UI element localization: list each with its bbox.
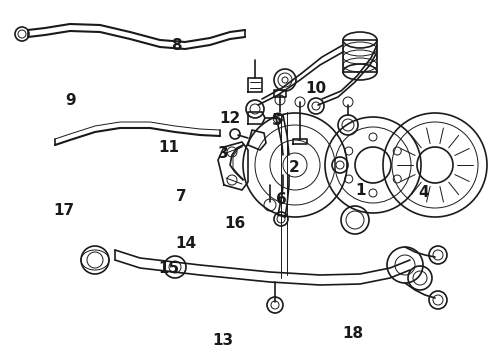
Text: 8: 8 (171, 37, 182, 53)
Text: 11: 11 (159, 140, 179, 155)
Text: 15: 15 (158, 261, 180, 276)
Text: 7: 7 (176, 189, 187, 204)
Text: 2: 2 (289, 160, 299, 175)
Text: 18: 18 (342, 325, 364, 341)
Text: 10: 10 (305, 81, 327, 96)
Text: 6: 6 (276, 192, 287, 207)
Text: 14: 14 (175, 235, 197, 251)
Text: 12: 12 (220, 111, 241, 126)
Text: 17: 17 (53, 203, 74, 218)
Text: 9: 9 (66, 93, 76, 108)
Text: 5: 5 (271, 113, 282, 128)
Text: 3: 3 (218, 145, 228, 161)
Text: 13: 13 (212, 333, 234, 348)
Text: 1: 1 (355, 183, 366, 198)
Text: 16: 16 (224, 216, 246, 231)
Text: 4: 4 (418, 185, 429, 200)
